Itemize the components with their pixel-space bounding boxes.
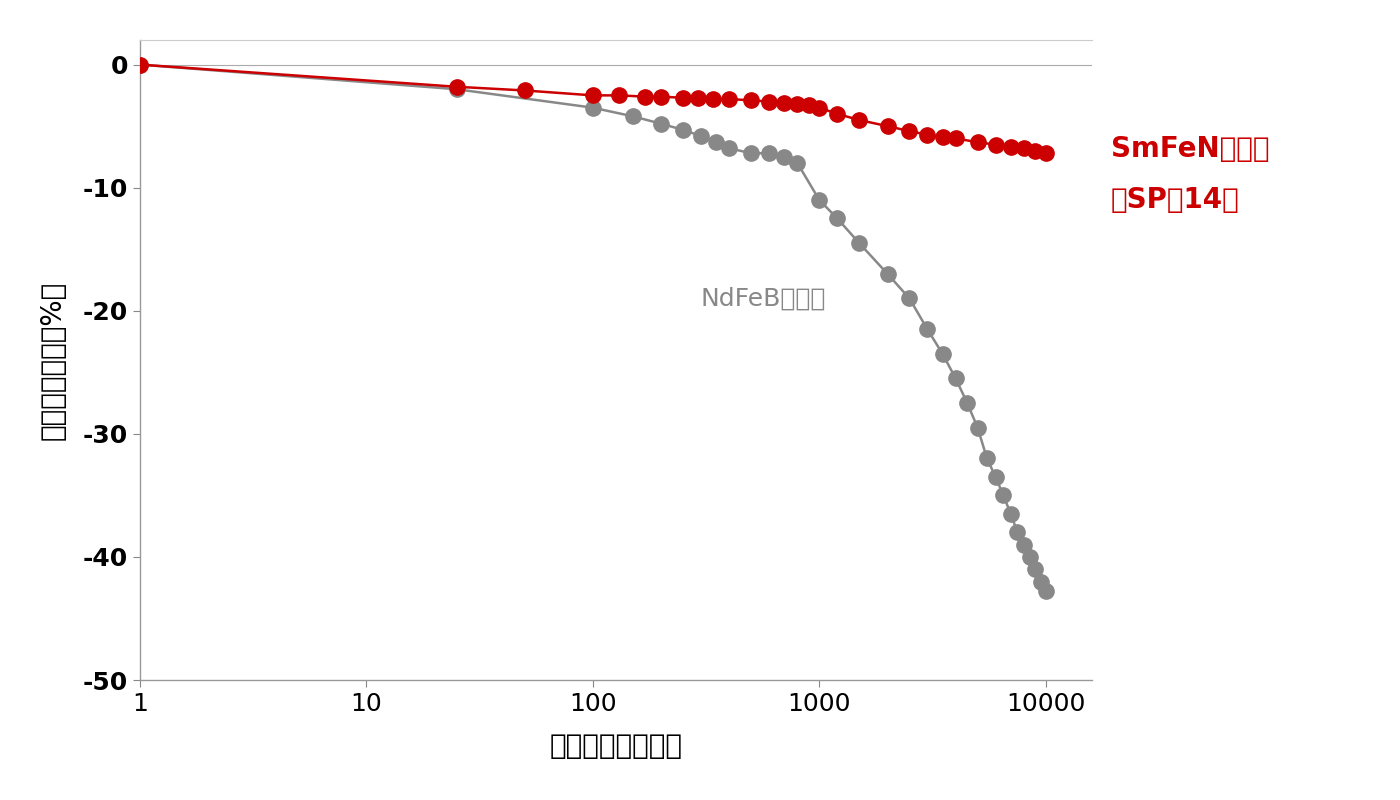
X-axis label: 経過時間（時間）: 経過時間（時間） [549,733,683,761]
Y-axis label: 不可逆減磁率（%）: 不可逆減磁率（%） [38,280,66,440]
Text: NdFeB系磁石: NdFeB系磁石 [701,286,826,310]
Text: （SP－14）: （SP－14） [1112,186,1240,214]
Text: SmFeN系磁石: SmFeN系磁石 [1112,135,1270,163]
